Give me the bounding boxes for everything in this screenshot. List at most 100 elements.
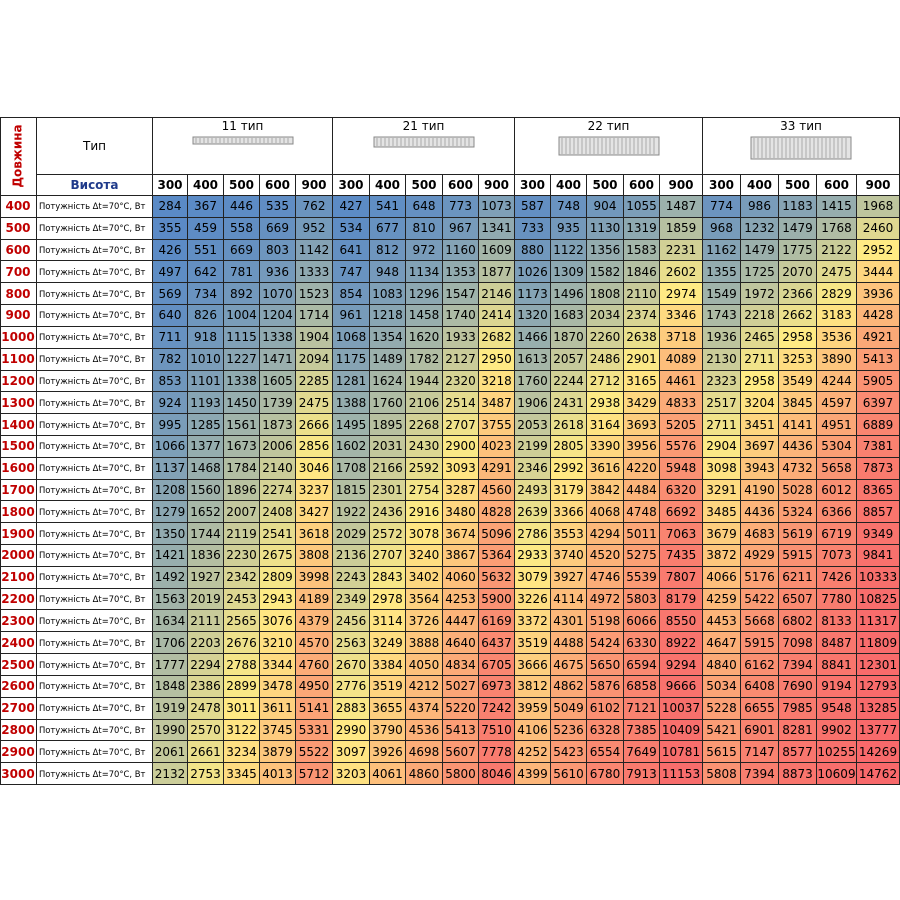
power-value: 8133 [817,610,857,633]
power-value: 669 [260,217,296,240]
power-value: 5576 [660,435,703,458]
power-value: 1706 [153,632,188,655]
power-value: 7098 [779,632,817,655]
power-value: 4921 [857,326,900,349]
power-value: 854 [333,283,370,306]
power-value: 2788 [224,654,260,676]
power-value: 2199 [515,435,551,458]
power-value: 5424 [587,632,624,655]
power-value: 904 [587,196,624,218]
length-value: 2800 [0,719,37,742]
power-value: 3536 [817,326,857,349]
power-value: 2414 [479,305,515,327]
power-value: 1458 [406,305,443,327]
power-value: 1495 [333,414,370,436]
power-value: 3203 [333,763,370,785]
power-value: 1296 [406,283,443,306]
power-value: 2950 [479,348,515,371]
power-value: 5900 [479,588,515,611]
power-value: 8046 [479,763,515,785]
power-value: 3097 [333,741,370,764]
power-value: 3879 [260,741,296,764]
power-value: 1609 [479,239,515,262]
power-value: 2460 [857,217,900,240]
power-value: 4066 [703,566,741,589]
power-value: 3429 [624,392,660,415]
power-value: 2563 [333,632,370,655]
power-value: 5275 [624,545,660,567]
power-value: 918 [188,326,224,349]
power-value: 2856 [296,435,333,458]
power-value: 2493 [515,479,551,502]
power-value: 2320 [443,370,479,393]
height-value: 400 [551,175,587,196]
power-value: 7073 [817,545,857,567]
power-value: 3998 [296,566,333,589]
power-value: 427 [333,196,370,218]
length-value: 600 [0,239,37,262]
power-value: 1683 [551,305,587,327]
power-value: 3046 [296,457,333,480]
power-value: 1768 [817,217,857,240]
power-value: 2901 [624,348,660,371]
power-value: 4244 [817,370,857,393]
power-value: 10255 [817,741,857,764]
power-value: 5915 [741,632,779,655]
power-value: 587 [515,196,551,218]
power-value: 935 [551,217,587,240]
power-value: 6507 [779,588,817,611]
power-value: 2070 [779,261,817,284]
power-label: Потужність Δt=70°C, Вт [37,370,153,393]
power-value: 3249 [370,632,406,655]
power-value: 6320 [660,479,703,502]
power-value: 1904 [296,326,333,349]
length-value: 1700 [0,479,37,502]
power-value: 5712 [296,763,333,785]
power-value: 4089 [660,348,703,371]
height-value: 600 [443,175,479,196]
power-value: 1175 [333,348,370,371]
power-value: 2230 [224,545,260,567]
power-value: 1466 [515,326,551,349]
power-value: 5610 [551,763,587,785]
power-value: 2366 [779,283,817,306]
power-value: 5876 [587,675,624,698]
length-value: 2700 [0,697,37,720]
power-label: Потужність Δt=70°C, Вт [37,719,153,742]
power-value: 1547 [443,283,479,306]
power-value: 1634 [153,610,188,633]
power-label: Потужність Δt=70°C, Вт [37,239,153,262]
power-value: 2342 [224,566,260,589]
power-value: 6889 [857,414,900,436]
power-value: 5304 [817,435,857,458]
power-value: 1341 [479,217,515,240]
power-value: 4259 [703,588,741,611]
power-value: 2638 [624,326,660,349]
length-value: 2200 [0,588,37,611]
power-value: 2006 [260,435,296,458]
power-value: 3079 [515,566,551,589]
power-label: Потужність Δt=70°C, Вт [37,217,153,240]
power-value: 7778 [479,741,515,764]
height-value: 400 [370,175,406,196]
power-value: 1944 [406,370,443,393]
power-value: 3927 [551,566,587,589]
power-value: 2019 [188,588,224,611]
height-value: 300 [703,175,741,196]
power-value: 1320 [515,305,551,327]
power-value: 2805 [551,435,587,458]
power-value: 3745 [260,719,296,742]
power-label: Потужність Δt=70°C, Вт [37,697,153,720]
power-value: 4972 [587,588,624,611]
power-value: 4570 [296,632,333,655]
power-value: 5422 [741,588,779,611]
power-value: 4675 [551,654,587,676]
power-value: 6594 [624,654,660,676]
power-value: 2475 [817,261,857,284]
power-value: 641 [333,239,370,262]
power-value: 4447 [443,610,479,633]
power-value: 7394 [779,654,817,676]
power-value: 3872 [703,545,741,567]
power-value: 3790 [370,719,406,742]
power-value: 2661 [188,741,224,764]
